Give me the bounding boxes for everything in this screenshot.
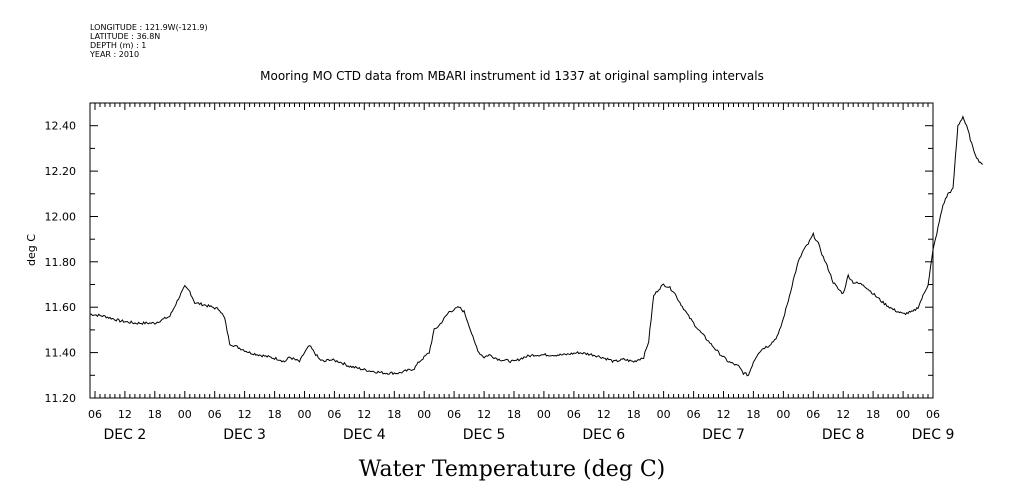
- x-tick-label: 06: [208, 408, 222, 421]
- day-label: DEC 2: [104, 427, 147, 443]
- plot-frame: [89, 102, 934, 399]
- day-label: DEC 7: [702, 427, 745, 443]
- day-label: DEC 3: [223, 427, 266, 443]
- day-label: DEC 6: [582, 427, 625, 443]
- x-tick-label: 12: [477, 408, 491, 421]
- x-tick-label: 00: [776, 408, 790, 421]
- x-tick-label: 18: [627, 408, 641, 421]
- x-tick-label: 06: [327, 408, 341, 421]
- day-label: DEC 4: [343, 427, 386, 443]
- x-tick-label: 18: [507, 408, 521, 421]
- y-tick-label: 12.20: [45, 165, 77, 178]
- x-tick-label: 06: [447, 408, 461, 421]
- y-tick-label: 12.40: [45, 120, 77, 133]
- x-tick-label: 12: [717, 408, 731, 421]
- x-tick-label: 06: [806, 408, 820, 421]
- latitude-label: LATITUDE : 36.8N: [90, 32, 160, 41]
- x-axis-title: Water Temperature (deg C): [359, 457, 666, 482]
- x-tick-label: 00: [417, 408, 431, 421]
- x-tick-label: 18: [866, 408, 880, 421]
- x-tick-label: 00: [537, 408, 551, 421]
- x-tick-label: 12: [118, 408, 132, 421]
- x-tick-label: 18: [268, 408, 282, 421]
- x-tick-label: 00: [298, 408, 312, 421]
- x-tick-label: 06: [88, 408, 102, 421]
- x-tick-label: 06: [926, 408, 940, 421]
- x-tick-label: 06: [687, 408, 701, 421]
- x-tick-label: 00: [896, 408, 910, 421]
- x-tick-label: 12: [357, 408, 371, 421]
- y-tick-label: 11.20: [45, 392, 77, 405]
- y-tick-label: 12.00: [45, 211, 77, 224]
- x-tick-label: 00: [178, 408, 192, 421]
- x-tick-label: 18: [387, 408, 401, 421]
- x-tick-label: 12: [238, 408, 252, 421]
- y-tick-label: 11.40: [45, 347, 77, 360]
- x-tick-label: 12: [836, 408, 850, 421]
- day-label: DEC 5: [463, 427, 506, 443]
- x-tick-label: 06: [567, 408, 581, 421]
- x-tick-label: 18: [746, 408, 760, 421]
- chart-title: Mooring MO CTD data from MBARI instrumen…: [260, 69, 764, 83]
- x-tick-label: 00: [657, 408, 671, 421]
- series-line: [90, 115, 984, 377]
- header-info: LONGITUDE : 121.9W(-121.9) LATITUDE : 36…: [89, 23, 208, 59]
- day-label: DEC 8: [822, 427, 865, 443]
- depth-label: DEPTH (m) : 1: [90, 41, 146, 50]
- year-label: YEAR : 2010: [89, 50, 139, 59]
- data-series: [90, 115, 984, 377]
- y-tick-label: 11.60: [45, 301, 77, 314]
- y-axis-label: deg C: [25, 234, 38, 266]
- longitude-label: LONGITUDE : 121.9W(-121.9): [90, 23, 208, 32]
- day-label: DEC 9: [912, 427, 955, 443]
- x-tick-label: 18: [148, 408, 162, 421]
- x-tick-label: 12: [597, 408, 611, 421]
- axes: 06 12 18 00 06 12 18 00 06 12 18 00 06 12 18 00 06 12 18 00…: [45, 102, 955, 443]
- y-tick-label: 11.80: [45, 256, 77, 269]
